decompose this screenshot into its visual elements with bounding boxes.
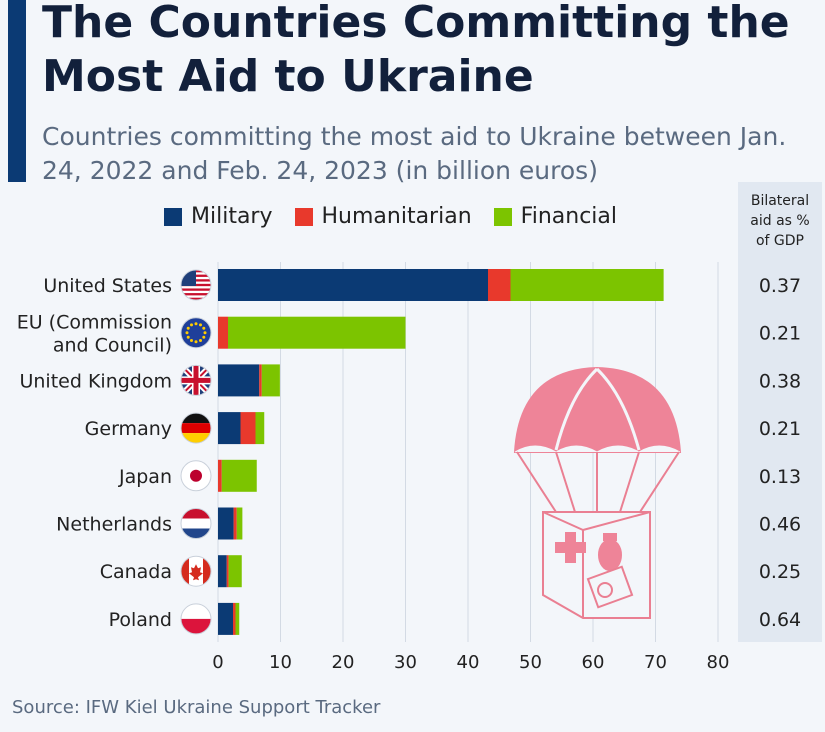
legend: Military Humanitarian Financial [164, 204, 639, 229]
parachute-aid-box-illustration [513, 366, 682, 619]
bar-financial-4 [221, 459, 257, 492]
bar-financial-5 [236, 507, 243, 540]
x-tick-label-70: 70 [644, 652, 667, 673]
legend-item-military: Military [164, 204, 273, 229]
bar-military-5 [218, 507, 234, 540]
gdp-values: 0.37 0.21 0.38 0.21 0.13 0.46 0.25 0.64 [759, 275, 801, 631]
legend-swatch-humanitarian [294, 207, 313, 226]
flag-ca-icon [180, 555, 212, 587]
gdp-value-4: 0.13 [759, 466, 801, 488]
x-tick-label-30: 30 [394, 652, 417, 673]
gdp-value-1: 0.21 [759, 323, 801, 345]
gdp-value-7: 0.64 [759, 609, 801, 631]
x-tick-label-0: 0 [212, 652, 223, 673]
title-accent-bar [8, 0, 26, 182]
legend-item-humanitarian: Humanitarian [294, 204, 472, 229]
legend-label-humanitarian: Humanitarian [321, 204, 472, 229]
gdp-value-2: 0.38 [759, 370, 801, 392]
bar-humanitarian-6 [226, 555, 229, 588]
bar-humanitarian-4 [218, 459, 222, 492]
flag-de-icon [180, 412, 212, 444]
bar-humanitarian-2 [259, 364, 262, 397]
bar-military-3 [218, 412, 241, 445]
flag-pl-icon [180, 603, 212, 635]
bar-humanitarian-1 [218, 316, 228, 349]
gdp-value-6: 0.25 [759, 561, 801, 583]
gdp-value-5: 0.46 [759, 514, 801, 536]
bar-financial-2 [261, 364, 280, 397]
gdp-value-3: 0.21 [759, 418, 801, 440]
bar-financial-3 [255, 412, 265, 445]
x-tick-label-10: 10 [269, 652, 292, 673]
category-label-7: Poland [109, 609, 172, 631]
category-label-2: United Kingdom [19, 370, 172, 392]
x-tick-label-50: 50 [519, 652, 542, 673]
bar-financial-0 [510, 269, 664, 301]
bar-financial-6 [228, 555, 242, 588]
gdp-column-panel [738, 182, 822, 642]
legend-item-financial: Financial [493, 204, 617, 229]
flag-uk-icon [180, 364, 212, 396]
bar-humanitarian-7 [233, 602, 236, 635]
category-label-0: United States [43, 275, 172, 297]
bar-military-0 [218, 269, 488, 301]
category-label-5: Netherlands [56, 514, 172, 536]
category-label-4: Japan [118, 466, 172, 488]
x-tick-label-40: 40 [457, 652, 480, 673]
source-note: Source: IFW Kiel Ukraine Support Tracker [12, 697, 381, 718]
x-tick-label-20: 20 [332, 652, 355, 673]
bar-financial-7 [235, 602, 240, 635]
gdp-header-line-3: of GDP [755, 233, 804, 249]
gdp-value-0: 0.37 [759, 275, 801, 297]
bar-military-6 [218, 555, 227, 588]
category-labels: United States EU (Commission and Council) U… [17, 275, 172, 631]
legend-label-military: Military [191, 204, 273, 229]
bar-military-7 [218, 602, 233, 635]
category-label-3: Germany [85, 418, 172, 440]
legend-swatch-military [164, 207, 182, 226]
flag-nl-icon [180, 508, 212, 539]
bar-humanitarian-3 [240, 412, 256, 445]
flag-jp-icon [180, 460, 212, 492]
x-axis-ticks: 0 10 20 30 40 50 60 70 80 [212, 652, 729, 673]
category-label-6: Canada [100, 561, 172, 583]
x-tick-label-80: 80 [707, 652, 730, 673]
gdp-header-line-2: aid as % [750, 213, 810, 229]
flag-eu-icon [180, 317, 212, 349]
bar-humanitarian-5 [233, 507, 237, 540]
bars [218, 269, 664, 635]
gdp-column-header: Bilateral aid as % of GDP [738, 191, 822, 251]
flags [180, 269, 212, 635]
bar-financial-1 [228, 316, 406, 349]
x-tick-label-60: 60 [582, 652, 605, 673]
category-label-1: EU (Commission and Council) [17, 312, 172, 357]
chart-subtitle: Countries committing the most aid to Ukr… [42, 122, 787, 185]
legend-swatch-financial [493, 207, 512, 226]
chart-title: The Countries Committing the Most Aid to… [42, 0, 790, 102]
flag-us-icon [180, 269, 212, 301]
legend-label-financial: Financial [520, 204, 617, 229]
bar-humanitarian-0 [488, 269, 511, 301]
gdp-header-line-1: Bilateral [750, 193, 810, 209]
bar-military-2 [218, 364, 260, 397]
